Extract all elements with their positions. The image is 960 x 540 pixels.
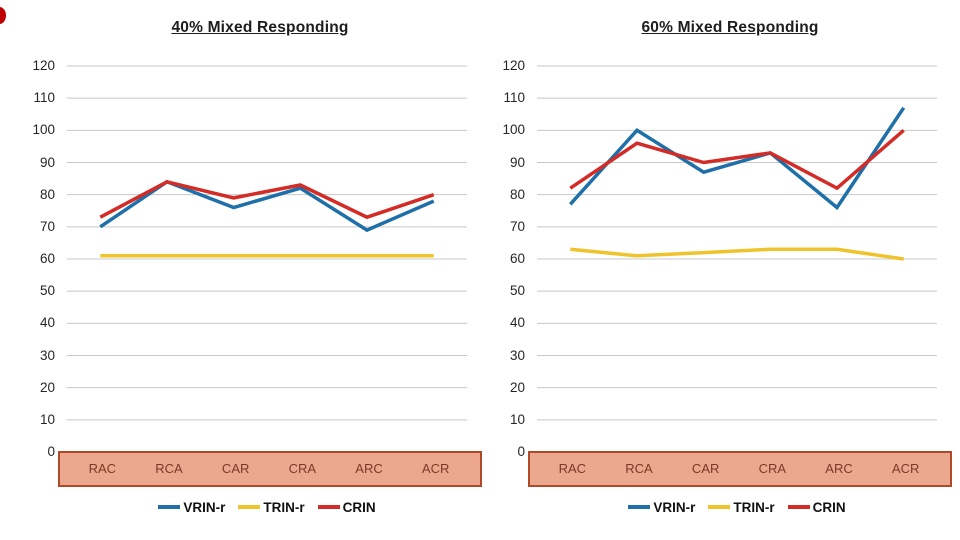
gridlines	[537, 65, 937, 453]
chart-panel-40pct-mixed-responding: 40% Mixed Responding 120 110 100 90 80 70 60 50…	[32, 19, 487, 518]
y-tick-label: 20	[509, 379, 525, 395]
category-axis-box: RAC RCA CAR CRA ARC ACR	[58, 451, 482, 487]
category-label: RAC	[88, 461, 117, 476]
legend-item: CRIN	[317, 499, 376, 515]
gridlines	[67, 65, 467, 453]
y-tick-label: 40	[39, 315, 55, 331]
category-label: ACR	[421, 461, 450, 476]
legend-item: VRIN-r	[158, 500, 225, 515]
y-tick-label: 30	[39, 347, 55, 363]
y-tick-label: 40	[509, 315, 525, 331]
category-label: ACR	[891, 461, 920, 476]
y-tick-label: 30	[509, 347, 525, 363]
legend-item: CRIN	[787, 499, 846, 515]
series-line-CRIN	[569, 128, 905, 191]
series-line-VRIN-r	[569, 106, 906, 211]
legend-swatch-CRIN	[317, 505, 340, 509]
category-axis-box: RAC RCA CAR CRA ARC ACR	[528, 451, 952, 487]
y-tick-label: 80	[39, 186, 55, 202]
y-tick-label: 100	[32, 122, 55, 138]
y-tick-label: 70	[39, 218, 55, 234]
plot-area	[67, 65, 467, 453]
category-label: RCA	[625, 461, 653, 476]
category-label: CRA	[758, 461, 787, 476]
y-tick-label: 0	[47, 444, 55, 459]
y-tick-label: 10	[509, 411, 525, 427]
chart-legend: VRIN-r TRIN-r CRIN	[517, 496, 957, 518]
legend-label: VRIN-r	[183, 499, 226, 515]
legend-label: VRIN-r	[653, 499, 696, 515]
category-label: ARC	[825, 461, 853, 476]
category-label: RCA	[155, 461, 183, 476]
series-line-TRIN-r	[570, 247, 904, 261]
legend-swatch-VRIN-r	[158, 505, 181, 509]
y-tick-label: 90	[39, 154, 55, 170]
legend-label: TRIN-r	[733, 499, 775, 515]
legend-item: TRIN-r	[708, 499, 775, 515]
legend-item: TRIN-r	[238, 499, 305, 515]
legend-label: CRIN	[342, 499, 376, 515]
y-tick-label: 120	[502, 58, 525, 73]
y-tick-label: 100	[502, 122, 525, 138]
legend-swatch-VRIN-r	[628, 505, 651, 509]
category-label: CAR	[221, 461, 250, 476]
legend-item: VRIN-r	[628, 500, 695, 515]
y-axis: 120 110 100 90 80 70 60 50 40 30 20 10 0	[470, 0, 960, 540]
category-label: RAC	[558, 461, 587, 476]
slide-edge-decoration	[0, 7, 6, 24]
y-tick-label: 20	[39, 379, 55, 395]
legend-swatch-CRIN	[787, 505, 810, 509]
y-tick-label: 90	[509, 154, 525, 170]
y-tick-label: 0	[517, 444, 525, 459]
y-axis: 120 110 100 90 80 70 60 50 40 30 20 10 0	[32, 58, 55, 459]
y-tick-label: 50	[509, 283, 525, 299]
y-tick-label: 70	[509, 218, 525, 234]
y-tick-label: 110	[33, 90, 55, 106]
y-tick-label: 80	[509, 186, 525, 202]
chart-title: 40% Mixed Responding	[171, 19, 349, 36]
legend-swatch-TRIN-r	[708, 505, 731, 509]
legend-swatch-TRIN-r	[238, 505, 261, 509]
chart-legend: VRIN-r TRIN-r CRIN	[47, 496, 487, 518]
y-tick-label: 110	[503, 90, 525, 106]
category-label: CAR	[691, 461, 720, 476]
y-tick-label: 120	[32, 58, 55, 73]
category-label: ARC	[355, 461, 383, 476]
legend-label: CRIN	[812, 499, 846, 515]
series-line-CRIN	[99, 179, 435, 220]
category-label: CRA	[288, 461, 317, 476]
chart-panel-60pct-mixed-responding: 60% Mixed Responding 120 110 100 90 80 70 60 50…	[470, 0, 960, 540]
chart-title: 60% Mixed Responding	[641, 19, 819, 36]
y-tick-label: 60	[39, 251, 55, 266]
legend-label: TRIN-r	[263, 499, 305, 515]
y-tick-label: 10	[39, 411, 55, 427]
y-tick-label: 60	[509, 251, 525, 266]
y-tick-label: 50	[39, 283, 55, 299]
